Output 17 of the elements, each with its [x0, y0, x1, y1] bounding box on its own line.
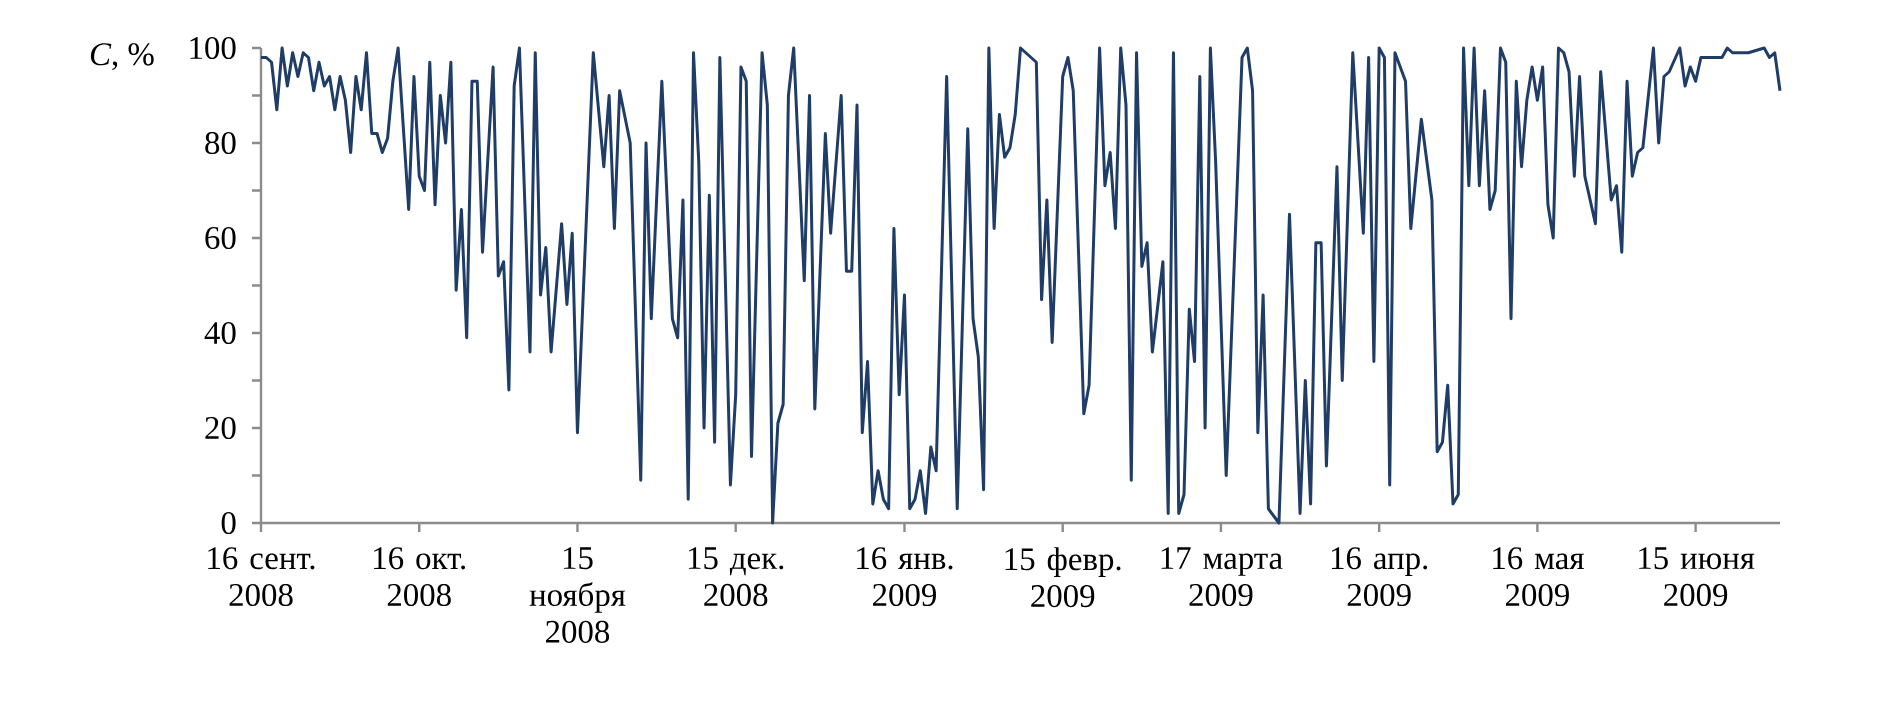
x-tick-label: 16 апр. 2009	[1331, 547, 1428, 607]
x-tick-label: 16 янв. 2009	[857, 547, 953, 607]
y-tick-label: 20	[205, 416, 236, 440]
x-tick-label: 15 ноября 2008	[529, 547, 626, 643]
y-axis-title: C, %	[90, 43, 154, 71]
x-tick-label: 17 марта 2009	[1161, 547, 1283, 607]
y-tick-label: 100	[190, 36, 236, 60]
x-tick-label: 16 мая 2009	[1493, 547, 1584, 607]
y-tick-label: 60	[205, 226, 236, 250]
y-tick-label: 80	[205, 131, 236, 155]
x-tick-label: 15 июня 2009	[1639, 547, 1755, 607]
x-tick-label: 16 окт. 2008	[374, 547, 466, 607]
y-tick-label: 40	[204, 321, 236, 345]
x-tick-label: 16 сент. 2008	[208, 547, 315, 607]
x-tick-label: 15 февр. 2009	[1005, 547, 1121, 608]
x-tick-label: 15 дек. 2008	[688, 547, 784, 607]
y-tick-label: 0	[221, 511, 236, 535]
